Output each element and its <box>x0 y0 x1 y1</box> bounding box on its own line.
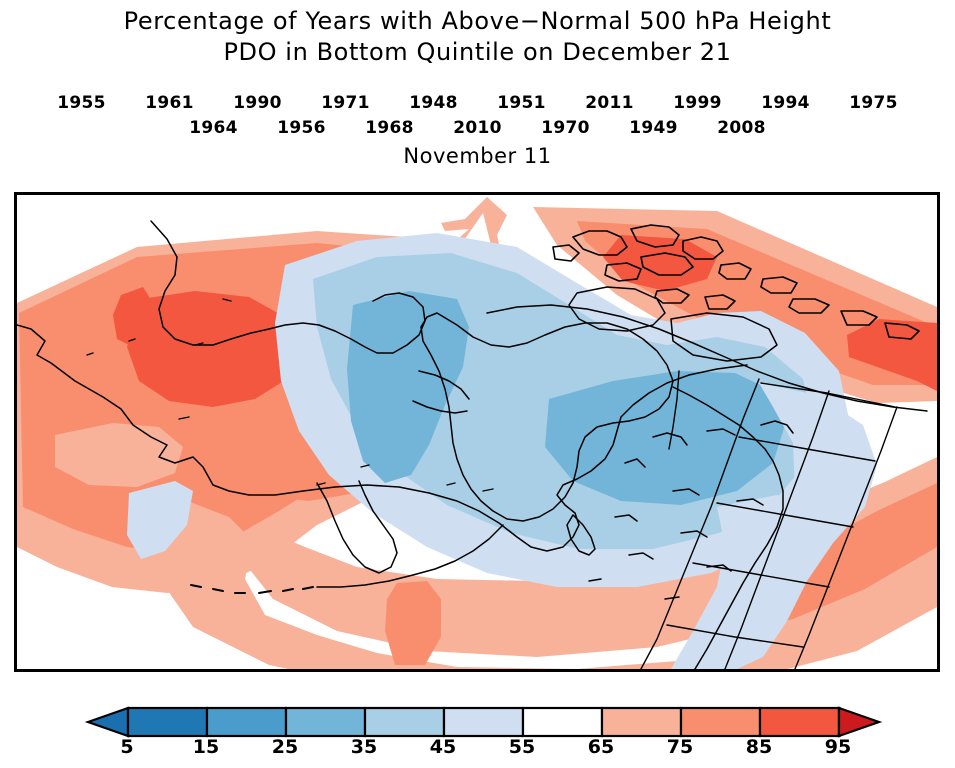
year-label: 1968 <box>365 118 414 138</box>
colorbar-swatches <box>84 706 883 738</box>
year-label: 1956 <box>277 118 326 138</box>
contour-band-75-85-arctic-east <box>847 319 937 391</box>
year-label: 1971 <box>321 93 370 113</box>
year-label: 1999 <box>673 93 722 113</box>
coastline-aleutians-1 <box>258 586 314 594</box>
contour-band-35-45-west-patch <box>127 481 193 559</box>
coastline-interior-lakes <box>588 420 794 600</box>
colorbar-under-arrow <box>84 706 130 738</box>
colorbar-tick: 95 <box>824 736 852 758</box>
year-label: 1949 <box>629 118 678 138</box>
composite-years-block: 1955 1961 1990 1971 1948 1951 2011 1999 … <box>0 92 955 139</box>
year-label: 2010 <box>453 118 502 138</box>
political-borders <box>640 378 898 669</box>
colorbar-bin-35-45 <box>363 706 446 738</box>
contour-band-15-25-bering <box>347 291 469 483</box>
coastline-chukotka <box>150 220 426 354</box>
colorbar-tick: 75 <box>666 736 694 758</box>
colorbar-tick: 15 <box>192 736 220 758</box>
chart-title-block: Percentage of Years with Above−Normal 50… <box>0 6 955 68</box>
coastline-norton <box>412 400 468 414</box>
year-label: 1948 <box>409 93 458 113</box>
map-panel <box>14 192 940 672</box>
colorbar-tick: 55 <box>508 736 536 758</box>
year-label: 2008 <box>717 118 766 138</box>
composite-years-row-1: 1955 1961 1990 1971 1948 1951 2011 1999 … <box>0 92 955 114</box>
colorbar-bin-45-55 <box>442 706 525 738</box>
coastline-siberia <box>17 324 748 552</box>
border-alaska-yukon <box>668 370 680 450</box>
colorbar-tick: 65 <box>587 736 615 758</box>
contour-band-75-85-coast-tongue <box>113 287 153 347</box>
colorbar-bin-65-75 <box>600 706 683 738</box>
title-line-1: Percentage of Years with Above−Normal 50… <box>123 7 832 35</box>
colorbar-tick: 45 <box>429 736 457 758</box>
contour-band-75-85-west-core <box>127 291 297 407</box>
colorbar-bin-25-35 <box>284 706 367 738</box>
colorbar-tick: 85 <box>745 736 773 758</box>
year-label: 1994 <box>761 93 810 113</box>
year-label: 1975 <box>849 93 898 113</box>
coastline-layer <box>17 220 928 669</box>
contour-fill-layer <box>17 197 937 669</box>
year-label: 1990 <box>233 93 282 113</box>
colorbar: 5 15 25 35 45 55 65 75 85 95 <box>0 700 955 768</box>
year-label: 1951 <box>497 93 546 113</box>
colorbar-over-arrow <box>837 706 883 738</box>
contour-band-15-25-gulf-core <box>569 391 753 483</box>
title-line-2: PDO in Bottom Quintile on December 21 <box>223 38 732 66</box>
contour-map <box>17 197 937 669</box>
coastline-aleutians-2 <box>190 584 246 594</box>
coastline-canada-north <box>486 304 928 412</box>
composite-years-row-2: 1964 1956 1968 2010 1970 1949 2008 <box>0 117 955 139</box>
year-label: 2011 <box>585 93 634 113</box>
coastline-alaska-peninsula <box>316 524 504 588</box>
contour-spike-pole <box>441 197 509 291</box>
colorbar-bin-5-15 <box>126 706 209 738</box>
colorbar-bin-75-85 <box>679 706 762 738</box>
year-label: 1961 <box>145 93 194 113</box>
colorbar-tick: 35 <box>350 736 378 758</box>
contour-band-35-45-canada-2 <box>671 495 823 669</box>
contour-band-75-85-arctic-core <box>603 235 717 291</box>
coastline-seward <box>418 370 470 400</box>
coastline-alaska <box>420 312 674 522</box>
coastline-kodiak <box>566 514 596 556</box>
colorbar-tick-labels: 5 15 25 35 45 55 65 75 85 95 <box>0 736 955 762</box>
colorbar-tick: 25 <box>271 736 299 758</box>
coastline-banks-island <box>568 286 666 332</box>
colorbar-bin-15-25 <box>205 706 288 738</box>
coastline-kamchatka <box>316 480 398 574</box>
contour-band-65-75-south-lobe <box>385 581 441 665</box>
coastline-siberia-islands <box>86 298 494 492</box>
contour-band-55-65-okhotsk <box>55 423 183 487</box>
coastline-arctic-islands <box>552 224 920 340</box>
coastline-panhandle <box>672 386 784 669</box>
year-label: 1970 <box>541 118 590 138</box>
colorbar-tick: 5 <box>120 736 134 758</box>
coastline-victoria-island <box>670 312 778 362</box>
colorbar-bin-85-95 <box>758 706 841 738</box>
year-label: 1964 <box>189 118 238 138</box>
colorbar-bin-55-65 <box>521 706 604 738</box>
map-date-label: November 11 <box>403 144 552 168</box>
year-label: 1955 <box>57 93 106 113</box>
